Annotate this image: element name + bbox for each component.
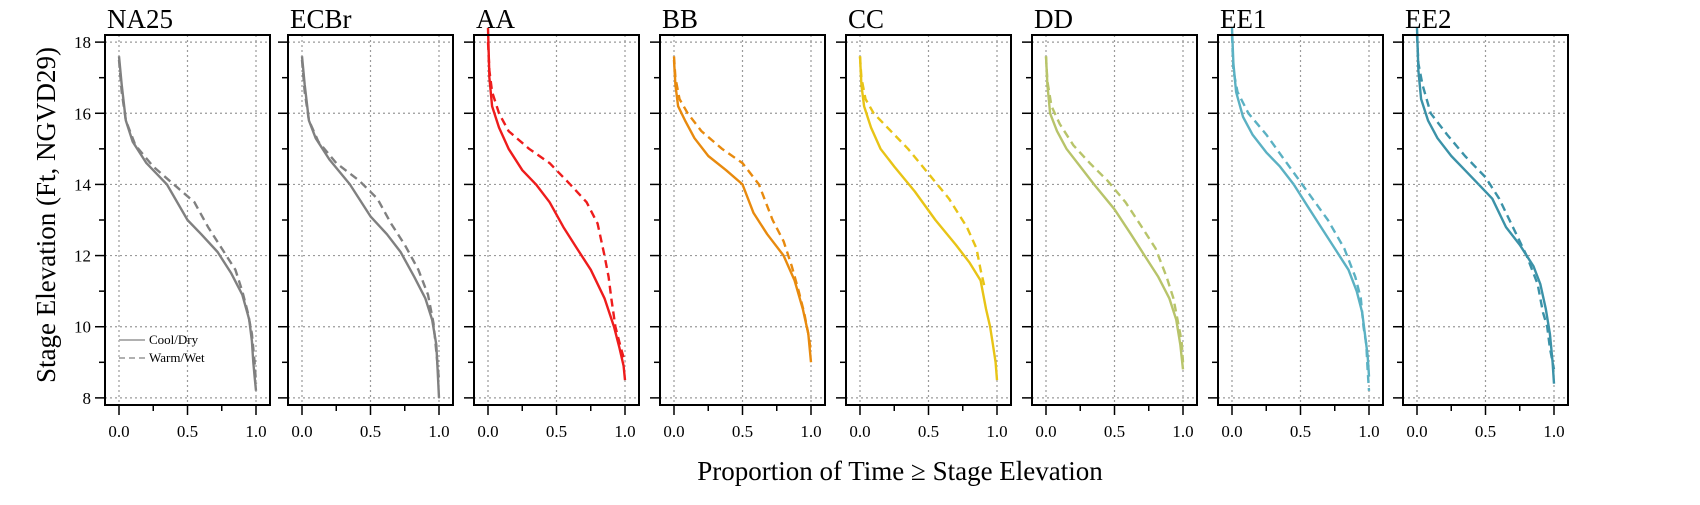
panel-title: NA25 bbox=[107, 4, 173, 34]
panel-cc: 0.0 0.5 1.0 CC bbox=[836, 4, 1012, 441]
x-tick-label: 0.0 bbox=[1406, 422, 1427, 441]
series-warm-wet-line bbox=[117, 59, 258, 384]
panel-frame bbox=[1217, 34, 1384, 406]
panel-title: AA bbox=[476, 4, 515, 34]
legend-label: Cool/Dry bbox=[149, 332, 199, 347]
x-tick-label: 0.0 bbox=[291, 422, 312, 441]
series-warm-wet-line bbox=[486, 42, 627, 363]
series-warm-wet-line bbox=[672, 56, 813, 352]
series-cool-dry-line bbox=[1044, 56, 1185, 370]
panel-frame bbox=[659, 34, 826, 406]
x-tick-label: 0.5 bbox=[177, 422, 198, 441]
x-tick-label: 0.5 bbox=[360, 422, 381, 441]
panel-frame bbox=[473, 34, 640, 406]
panel-aa: 0.0 0.5 1.0 AA bbox=[464, 4, 640, 441]
x-tick-label: 0.5 bbox=[1475, 422, 1496, 441]
y-tick-label: 8 bbox=[83, 389, 92, 408]
panel-na25: 8 10 12 14 16 18 0.0 0.5 1.0 NA25 bbox=[74, 4, 271, 441]
series-warm-wet-line bbox=[1230, 34, 1371, 391]
x-axis-title: Proportion of Time ≥ Stage Elevation bbox=[697, 456, 1103, 486]
panel-title: ECBr bbox=[290, 4, 352, 34]
x-tick-label: 0.0 bbox=[477, 422, 498, 441]
y-tick-label: 16 bbox=[74, 104, 91, 123]
series-warm-wet-line bbox=[1044, 56, 1185, 363]
x-tick-label: 1.0 bbox=[614, 422, 635, 441]
x-tick-label: 1.0 bbox=[1543, 422, 1564, 441]
y-tick-label: 18 bbox=[74, 33, 91, 52]
panel-frame bbox=[1031, 34, 1198, 406]
x-tick-label: 0.5 bbox=[546, 422, 567, 441]
panel-title: CC bbox=[848, 4, 884, 34]
panel-ee2: 0.0 0.5 1.0 EE2 bbox=[1393, 4, 1569, 441]
x-tick-label: 1.0 bbox=[800, 422, 821, 441]
legend-label: Warm/Wet bbox=[149, 350, 205, 365]
series-warm-wet-line bbox=[300, 59, 441, 381]
x-tick-label: 1.0 bbox=[245, 422, 266, 441]
y-tick-label: 12 bbox=[74, 247, 91, 266]
x-tick-label: 0.0 bbox=[1035, 422, 1056, 441]
panel-frame bbox=[104, 34, 271, 406]
series-cool-dry-line bbox=[858, 56, 999, 381]
series-cool-dry-line bbox=[486, 27, 627, 381]
x-tick-label: 0.5 bbox=[1104, 422, 1125, 441]
panel-bb: 0.0 0.5 1.0 BB bbox=[650, 4, 826, 441]
panel-frame bbox=[1402, 34, 1569, 406]
x-tick-label: 0.5 bbox=[1290, 422, 1311, 441]
x-tick-label: 1.0 bbox=[1172, 422, 1193, 441]
series-warm-wet-line bbox=[858, 56, 986, 288]
y-axis-title: Stage Elevation (Ft, NGVD29) bbox=[31, 47, 61, 383]
panel-ecbr: 0.0 0.5 1.0 ECBr bbox=[278, 4, 454, 441]
series-warm-wet-line bbox=[1415, 34, 1556, 370]
x-tick-label: 0.5 bbox=[732, 422, 753, 441]
x-tick-label: 1.0 bbox=[1358, 422, 1379, 441]
y-tick-label: 14 bbox=[74, 175, 92, 194]
y-tick-label: 10 bbox=[74, 318, 91, 337]
x-tick-label: 1.0 bbox=[986, 422, 1007, 441]
legend: Cool/Dry Warm/Wet bbox=[119, 332, 205, 365]
series-cool-dry-line bbox=[672, 59, 813, 363]
x-tick-label: 0.0 bbox=[663, 422, 684, 441]
panel-title: DD bbox=[1034, 4, 1073, 34]
panel-title: EE2 bbox=[1405, 4, 1452, 34]
panel-frame bbox=[845, 34, 1012, 406]
x-tick-label: 0.0 bbox=[849, 422, 870, 441]
x-tick-label: 0.0 bbox=[1221, 422, 1242, 441]
x-tick-label: 0.5 bbox=[918, 422, 939, 441]
series-cool-dry-line bbox=[1230, 27, 1371, 377]
panel-title: BB bbox=[662, 4, 698, 34]
x-tick-label: 0.0 bbox=[108, 422, 129, 441]
panel-ee1: 0.0 0.5 1.0 EE1 bbox=[1208, 4, 1384, 441]
panel-title: EE1 bbox=[1220, 4, 1267, 34]
panel-frame bbox=[287, 34, 454, 406]
x-tick-label: 1.0 bbox=[428, 422, 449, 441]
series-cool-dry-line bbox=[1415, 27, 1556, 384]
panel-dd: 0.0 0.5 1.0 DD bbox=[1022, 4, 1198, 441]
